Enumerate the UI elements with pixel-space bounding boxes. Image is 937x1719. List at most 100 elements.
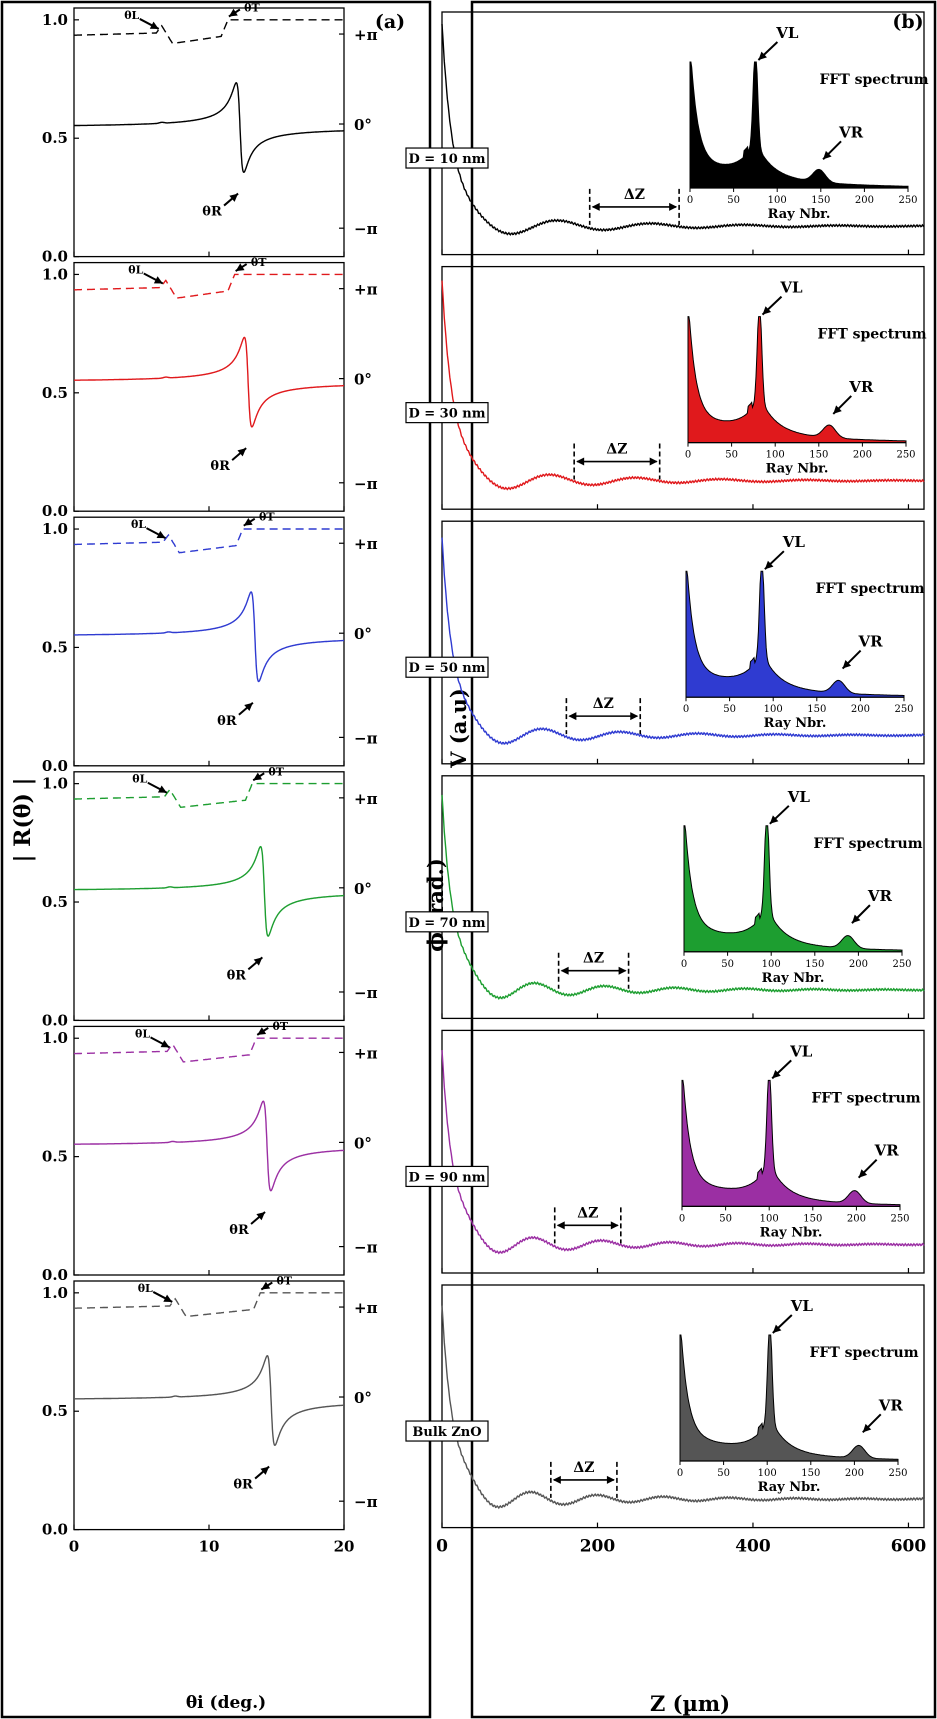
fft-x-tick-label: 0 — [687, 195, 693, 206]
fft-spectrum-fill — [679, 1334, 899, 1462]
fft-x-tick-label: 50 — [723, 704, 736, 715]
y-tick-label: 0.0 — [42, 1011, 68, 1029]
sample-label: D = 70 nm — [408, 916, 485, 931]
x-axis-title-right: Z (µm) — [650, 1691, 730, 1716]
vr-arrow-head — [823, 150, 832, 160]
fft-x-tick-label: 200 — [851, 704, 870, 715]
vr-arrow-head — [833, 405, 842, 414]
theta-t-arrow-head — [257, 1027, 267, 1035]
y-tick-label: 1.0 — [42, 520, 68, 538]
theta-r-label: θR — [227, 968, 247, 983]
theta-r-label: θR — [202, 205, 222, 220]
reflectance-curve — [74, 82, 344, 174]
sample-label-box — [405, 911, 489, 933]
reflectance-curve — [74, 336, 344, 428]
theta-r-arrow-head — [260, 1466, 270, 1475]
sample-label: D = 90 nm — [408, 1170, 485, 1185]
delta-z-arrow-left — [560, 966, 569, 975]
fft-x-tick-label: 100 — [760, 1213, 779, 1224]
theta-r-arrow-head — [244, 702, 253, 712]
y-tick-label: 0.0 — [42, 248, 68, 266]
fft-x-tick-label: 200 — [847, 1213, 866, 1224]
theta-l-label: θL — [132, 773, 147, 786]
fft-x-tick-label: 250 — [898, 195, 917, 206]
fft-x-tick-label: 0 — [685, 450, 691, 461]
sample-label: D = 30 nm — [408, 407, 485, 422]
signal-curve — [441, 23, 925, 236]
phase-tick-label: +π — [354, 1044, 378, 1062]
fft-x-tick-label: 100 — [766, 450, 785, 461]
y-tick-label: 1.0 — [42, 265, 68, 283]
fft-spectrum-fill — [687, 316, 907, 444]
y-tick-label: 0.0 — [42, 1521, 68, 1539]
delta-z-label: ΔZ — [624, 187, 645, 203]
theta-t-label: θT — [277, 1274, 293, 1287]
fft-x-axis-title: Ray Nbr. — [758, 1480, 821, 1495]
theta-l-arrow-head — [157, 785, 167, 793]
theta-l-label: θL — [138, 1282, 153, 1295]
phase-tick-label: 0° — [354, 1134, 372, 1152]
fft-title: FFT spectrum — [809, 1345, 918, 1361]
fft-x-tick-label: 250 — [890, 1213, 909, 1224]
y-tick-label: 0.5 — [42, 384, 68, 402]
theta-l-label: θL — [135, 1027, 150, 1040]
fft-x-axis-title: Ray Nbr. — [766, 462, 829, 477]
vr-label: VR — [858, 633, 884, 651]
theta-l-arrow-head — [156, 530, 166, 539]
signal-curve — [441, 1050, 925, 1255]
signal-curve — [441, 537, 925, 746]
fft-x-tick-label: 250 — [896, 450, 915, 461]
vl-label: VL — [790, 1297, 814, 1315]
sample-label-box — [405, 147, 489, 169]
phase-tick-label: 0° — [354, 371, 372, 389]
theta-l-arrow-head — [163, 1294, 173, 1302]
reflectance-curve — [74, 591, 344, 683]
fft-x-tick-label: 200 — [853, 450, 872, 461]
sample-label: Bulk ZnO — [412, 1425, 481, 1440]
phase-curve — [74, 1292, 344, 1318]
fft-title: FFT spectrum — [811, 1090, 920, 1106]
left-subplot-frame — [73, 771, 345, 1022]
phase-tick-label: +π — [354, 535, 378, 553]
y-tick-label: 1.0 — [42, 775, 68, 793]
y-tick-label: 1.0 — [42, 11, 68, 29]
delta-z-arrow-right — [618, 966, 627, 975]
fft-spectrum-fill — [689, 61, 909, 189]
fft-x-tick-label: 150 — [807, 704, 826, 715]
phase-curve — [74, 19, 344, 45]
theta-t-arrow-head — [228, 8, 238, 17]
panel-b-label: (b) — [892, 11, 923, 33]
right-subplot-frame — [441, 1029, 925, 1274]
phase-tick-label: −π — [354, 729, 378, 747]
fft-x-tick-label: 50 — [717, 1468, 730, 1479]
signal-curve — [441, 1305, 925, 1510]
x-tick-label: 20 — [334, 1538, 355, 1556]
fft-title: FFT spectrum — [813, 836, 922, 852]
fft-x-axis-title: Ray Nbr. — [760, 1225, 823, 1240]
vl-label: VL — [775, 24, 799, 42]
delta-z-label: ΔZ — [606, 442, 627, 458]
phase-curve — [74, 782, 344, 809]
fft-x-axis-title: Ray Nbr. — [762, 971, 825, 986]
theta-t-arrow-head — [235, 263, 245, 272]
theta-l-arrow-head — [153, 276, 163, 284]
x-tick-label: 600 — [891, 1537, 927, 1557]
fft-spectrum-fill — [685, 570, 905, 698]
phase-tick-label: 0° — [354, 625, 372, 643]
y-tick-label: 0.5 — [42, 638, 68, 656]
vl-arrow-head — [758, 51, 767, 60]
vr-arrow-head — [862, 1423, 872, 1433]
vl-arrow-head — [762, 306, 772, 315]
y-tick-label: 1.0 — [42, 1029, 68, 1047]
phase-tick-label: +π — [354, 1299, 378, 1317]
left-subplot-frame — [73, 1025, 345, 1276]
delta-z-arrow-left — [591, 202, 600, 211]
theta-l-arrow-head — [149, 21, 159, 29]
delta-z-arrow-right — [606, 1475, 615, 1484]
fft-x-tick-label: 0 — [681, 959, 687, 970]
theta-t-arrow-head — [261, 1281, 271, 1290]
fft-x-tick-label: 100 — [758, 1468, 777, 1479]
fft-x-tick-label: 50 — [721, 959, 734, 970]
reflectance-curve — [74, 1355, 344, 1447]
